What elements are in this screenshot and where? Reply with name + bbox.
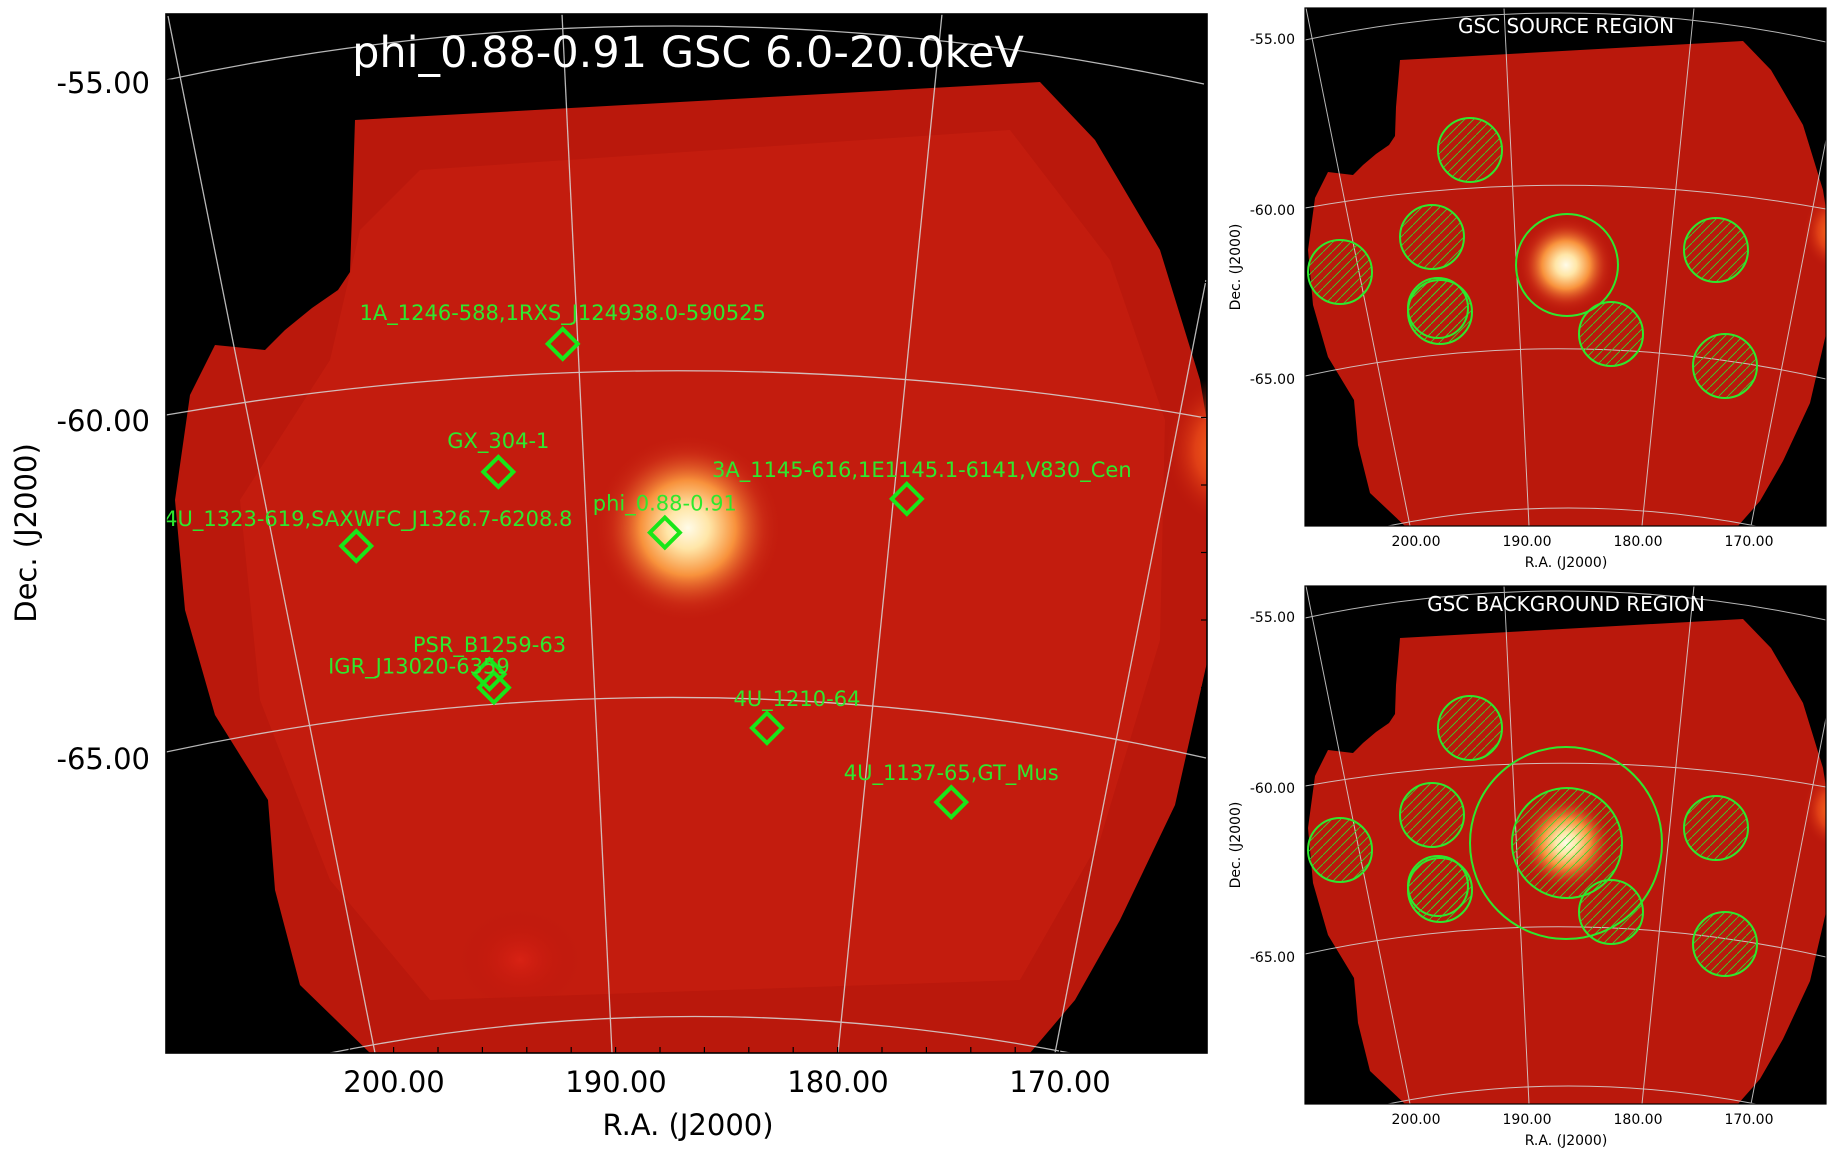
main-source-glow <box>593 433 783 623</box>
exclusion-circle <box>1692 333 1758 399</box>
source-region-x-axis-label: R.A. (J2000) <box>1525 555 1608 571</box>
source-catalog-markers: 1A_1246-588,1RXS_J124938.0-590525 GX_304-… <box>164 301 1132 821</box>
source-label: 4U_1210-64 <box>733 687 860 712</box>
source-label: IGR_J13020-6359 <box>328 655 510 680</box>
exclusion-circle <box>1399 782 1465 848</box>
exclusion-circle <box>1683 217 1749 283</box>
source-label: GX_304-1 <box>447 429 549 454</box>
main-coordinate-grid <box>166 14 1207 1053</box>
background-region-x-tick: 180.00 <box>1614 1112 1663 1128</box>
background-annulus-outer <box>1469 746 1663 940</box>
main-edge-source-glow <box>1165 378 1207 522</box>
source-marker <box>480 454 517 490</box>
source-marker <box>749 710 785 746</box>
background-region-x-tick: 200.00 <box>1392 1112 1441 1128</box>
exclusion-circle <box>1407 855 1469 917</box>
exclusion-circle <box>1683 795 1749 861</box>
background-region-axes-frame <box>1304 585 1827 1105</box>
main-y-tick: -65.00 <box>57 742 151 776</box>
main-x-tick: 180.00 <box>787 1065 888 1099</box>
main-minor-ticks <box>166 14 1207 1053</box>
background-region-title: GSC BACKGROUND REGION <box>1427 592 1705 616</box>
source-region-panel: GSC SOURCE REGION -55.00 -60.00 -65.00 2… <box>1228 7 1827 571</box>
exclusion-circle <box>1437 695 1503 761</box>
background-region-exclusion-circles <box>1307 695 1758 977</box>
source-marker <box>888 481 925 517</box>
source-region-title: GSC SOURCE REGION <box>1458 14 1674 38</box>
source-label: PSR_B1259-63 <box>413 633 566 658</box>
source-region-edge-glow <box>1803 195 1826 269</box>
source-region-y-tick: -65.00 <box>1250 372 1295 388</box>
source-label: 3A_1145-616,1E1145.1-6141,V830_Cen <box>712 458 1132 483</box>
main-axes-frame <box>165 13 1208 1054</box>
exclusion-circle <box>1307 817 1373 883</box>
source-region-x-tick: 200.00 <box>1392 534 1441 550</box>
source-label: 1A_1246-588,1RXS_J124938.0-590525 <box>360 301 766 326</box>
main-x-tick: 190.00 <box>565 1065 666 1099</box>
main-y-tick: -60.00 <box>57 404 151 438</box>
main-title: phi_0.88-0.91 GSC 6.0-20.0keV <box>352 28 1024 78</box>
source-label: phi_0.88-0.91 <box>593 492 737 517</box>
source-marker <box>471 656 508 692</box>
main-y-tick: -55.00 <box>57 66 151 100</box>
source-marker <box>544 326 581 362</box>
source-marker <box>338 528 375 564</box>
source-region-exclusion-circles <box>1307 117 1758 399</box>
main-panel: 1A_1246-588,1RXS_J124938.0-590525 GX_304-… <box>9 13 1208 1142</box>
background-region-y-axis-label: Dec. (J2000) <box>1228 802 1244 889</box>
source-region-y-axis-label: Dec. (J2000) <box>1228 224 1244 311</box>
source-region-axes-frame <box>1304 7 1827 527</box>
background-region-y-tick: -65.00 <box>1250 950 1295 966</box>
main-x-tick: 170.00 <box>1009 1065 1110 1099</box>
background-region-x-tick: 190.00 <box>1503 1112 1552 1128</box>
exclusion-circle <box>1307 239 1373 305</box>
exclusion-circle <box>1437 117 1503 183</box>
source-region-y-tick: -55.00 <box>1250 32 1295 48</box>
source-region-source-glow <box>1518 217 1614 313</box>
main-faint-blob <box>460 910 580 1010</box>
exclusion-circle <box>1692 911 1758 977</box>
source-label: 4U_1137-65,GT_Mus <box>844 761 1059 786</box>
source-region-y-tick: -60.00 <box>1250 203 1295 219</box>
background-region-y-tick: -60.00 <box>1250 781 1295 797</box>
source-marker <box>933 784 970 821</box>
background-region-panel: GSC BACKGROUND REGION -55.00 -60.00 -65.… <box>1228 585 1827 1149</box>
background-region-y-tick: -55.00 <box>1250 610 1295 626</box>
exclusion-circle <box>1578 301 1644 367</box>
source-marker <box>647 514 683 551</box>
source-region-x-tick: 180.00 <box>1614 534 1663 550</box>
source-region-x-tick: 170.00 <box>1725 534 1774 550</box>
exclusion-circle <box>1407 277 1469 339</box>
background-region-x-tick: 170.00 <box>1725 1112 1774 1128</box>
background-region-x-axis-label: R.A. (J2000) <box>1525 1133 1608 1149</box>
main-y-axis-label: Dec. (J2000) <box>9 443 43 623</box>
source-extraction-circle <box>1515 213 1619 317</box>
exclusion-circle <box>1578 879 1644 945</box>
main-x-tick: 200.00 <box>343 1065 444 1099</box>
source-label: 4U_1323-619,SAXWFC_J1326.7-6208.8 <box>164 507 572 532</box>
background-region-edge-glow <box>1803 773 1826 847</box>
source-exclusion-circle <box>1511 787 1623 899</box>
source-region-x-tick: 190.00 <box>1503 534 1552 550</box>
exclusion-circle <box>1399 204 1465 270</box>
source-marker <box>476 669 512 706</box>
main-x-axis-label: R.A. (J2000) <box>602 1108 773 1142</box>
